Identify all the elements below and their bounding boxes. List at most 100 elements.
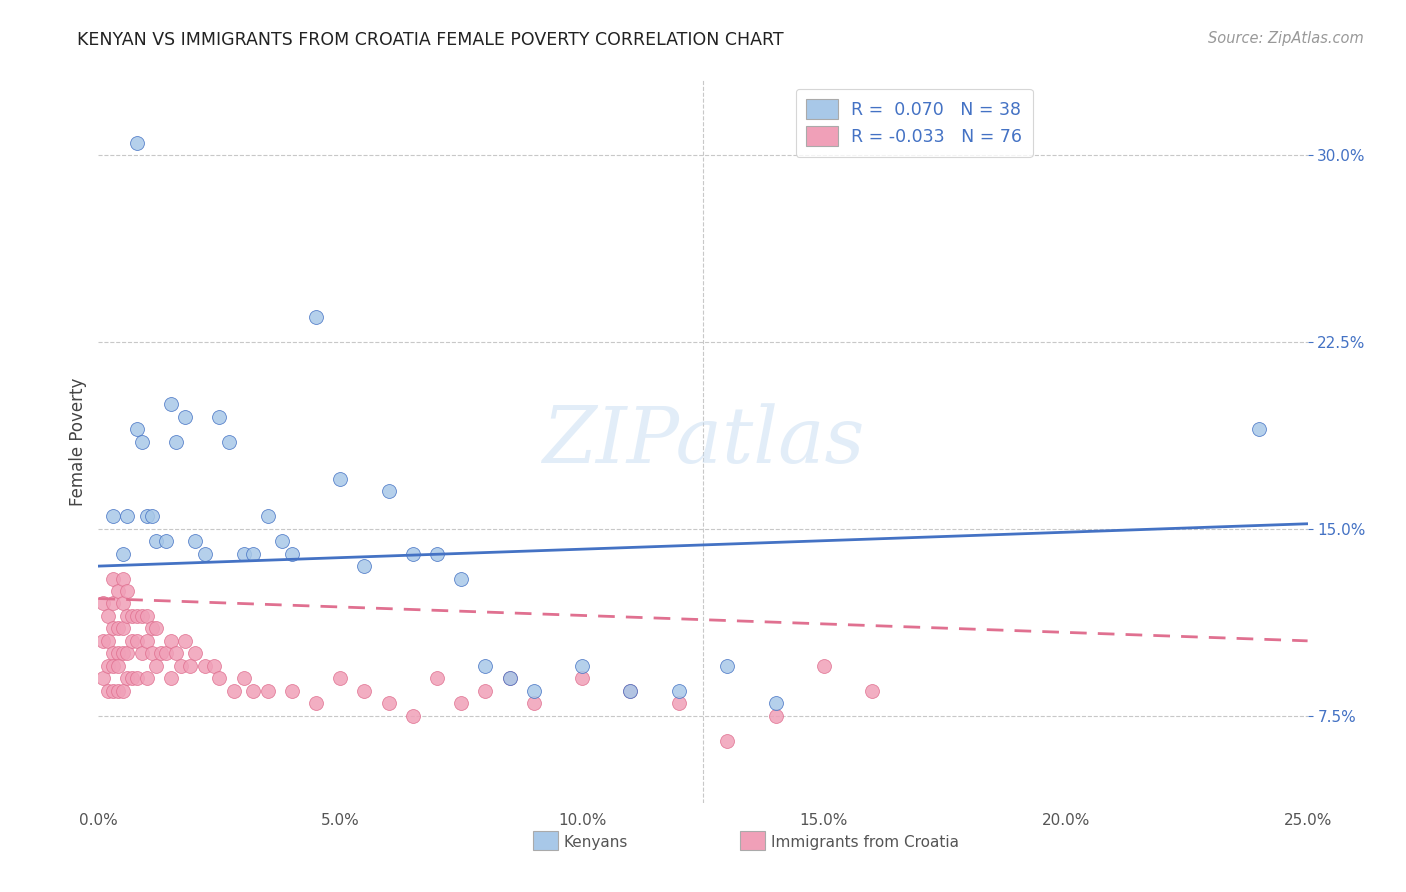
Point	[91, 671, 114, 685]
Point	[127, 422, 149, 436]
Point	[127, 136, 149, 150]
Point	[135, 671, 157, 685]
Point	[716, 658, 738, 673]
Point	[1249, 422, 1271, 436]
Point	[111, 621, 134, 635]
Point	[179, 658, 201, 673]
Point	[101, 658, 124, 673]
Point	[353, 683, 375, 698]
Point	[101, 646, 124, 660]
Point	[121, 671, 143, 685]
Point	[450, 572, 472, 586]
Point	[101, 572, 124, 586]
Point	[150, 646, 173, 660]
Point	[353, 559, 375, 574]
Point	[117, 671, 139, 685]
Point	[169, 658, 191, 673]
Point	[117, 609, 139, 624]
Point	[160, 397, 183, 411]
Point	[813, 658, 835, 673]
Point	[498, 671, 520, 685]
Point	[194, 658, 217, 673]
Point	[131, 646, 153, 660]
Point	[668, 683, 690, 698]
Point	[127, 609, 149, 624]
Point	[222, 683, 245, 698]
Point	[450, 696, 472, 710]
Point	[232, 547, 254, 561]
Point	[329, 671, 352, 685]
Point	[194, 547, 217, 561]
Point	[377, 484, 399, 499]
Point	[101, 597, 124, 611]
Point	[97, 609, 120, 624]
Point	[111, 572, 134, 586]
Point	[765, 708, 787, 723]
Point	[204, 658, 226, 673]
Point	[619, 683, 641, 698]
Point	[571, 671, 593, 685]
Point	[101, 621, 124, 635]
Point	[155, 646, 177, 660]
Point	[208, 409, 231, 424]
Point	[107, 683, 129, 698]
Point	[165, 434, 187, 449]
Point	[145, 621, 167, 635]
Point	[184, 646, 207, 660]
Point	[141, 509, 163, 524]
Point	[111, 683, 134, 698]
Point	[305, 310, 328, 324]
Point	[426, 547, 449, 561]
Point	[101, 509, 124, 524]
Point	[101, 683, 124, 698]
Point	[256, 509, 278, 524]
Point	[242, 547, 264, 561]
Point	[174, 409, 197, 424]
Point	[160, 633, 183, 648]
Point	[184, 534, 207, 549]
Text: ZIPatlas: ZIPatlas	[541, 403, 865, 480]
Point	[426, 671, 449, 685]
Point	[281, 547, 304, 561]
Point	[305, 696, 328, 710]
Point	[131, 609, 153, 624]
Point	[377, 696, 399, 710]
Point	[97, 658, 120, 673]
Point	[145, 534, 167, 549]
Point	[121, 633, 143, 648]
Point	[765, 696, 787, 710]
Point	[329, 472, 352, 486]
Point	[208, 671, 231, 685]
Point	[91, 597, 114, 611]
Point	[402, 547, 425, 561]
Point	[271, 534, 294, 549]
Point	[155, 534, 177, 549]
Point	[131, 434, 153, 449]
Point	[474, 658, 496, 673]
Point	[111, 646, 134, 660]
Point	[135, 509, 157, 524]
Point	[523, 683, 546, 698]
Point	[498, 671, 520, 685]
Point	[174, 633, 197, 648]
Point	[135, 609, 157, 624]
Point	[619, 683, 641, 698]
Point	[232, 671, 254, 685]
Legend: R =  0.070   N = 38, R = -0.033   N = 76: R = 0.070 N = 38, R = -0.033 N = 76	[796, 89, 1033, 157]
Point	[474, 683, 496, 698]
Text: Immigrants from Croatia: Immigrants from Croatia	[770, 836, 959, 850]
Point	[107, 658, 129, 673]
Point	[165, 646, 187, 660]
Point	[256, 683, 278, 698]
Point	[141, 621, 163, 635]
Text: Kenyans: Kenyans	[564, 836, 628, 850]
Point	[571, 658, 593, 673]
Point	[107, 621, 129, 635]
Point	[523, 696, 546, 710]
Point	[91, 633, 114, 648]
Point	[402, 708, 425, 723]
Point	[716, 733, 738, 747]
Point	[107, 584, 129, 599]
Y-axis label: Female Poverty: Female Poverty	[69, 377, 87, 506]
Text: Source: ZipAtlas.com: Source: ZipAtlas.com	[1208, 31, 1364, 46]
